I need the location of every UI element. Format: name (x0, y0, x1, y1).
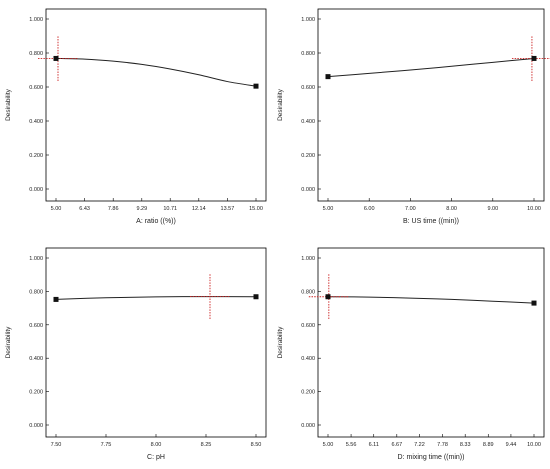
y-tick-label: 0.600 (301, 85, 315, 91)
x-tick-label: 6.00 (364, 206, 375, 212)
x-axis-title: C: pH (147, 454, 165, 461)
x-tick-label: 10.71 (163, 206, 177, 212)
endpoint-marker (53, 296, 59, 302)
x-tick-label: 12.14 (192, 206, 206, 212)
x-tick-label: 10.00 (527, 442, 541, 448)
y-tick-label: 0.600 (301, 323, 315, 329)
x-tick-label: 9.44 (506, 442, 517, 448)
x-tick-label: 7.86 (108, 206, 119, 212)
x-tick-label: 7.00 (405, 206, 416, 212)
x-tick-label: 7.78 (437, 442, 448, 448)
y-tick-label: 0.400 (29, 119, 43, 125)
x-tick-label: 6.43 (79, 206, 90, 212)
x-tick-label: 7.22 (414, 442, 425, 448)
x-axis-title: B: US time ((min)) (403, 218, 459, 225)
y-tick-label: 0.800 (29, 289, 43, 295)
panel-2: 0.000 0.200 0.400 0.600 0.800 1.000 5.00 6.00 7.… (277, 8, 550, 225)
y-axis-title: Desirability (5, 326, 12, 359)
y-tick-label: 1.000 (29, 256, 43, 262)
y-tick-label: 1.000 (301, 17, 315, 23)
x-tick-label: 6.67 (391, 442, 402, 448)
desirability-curve (55, 57, 257, 87)
plot-frame (45, 8, 267, 202)
y-axis-title: Desirability (277, 88, 284, 121)
x-tick-label: 9.29 (136, 206, 147, 212)
endpoint-marker (253, 83, 259, 89)
y-tick-label: 0.200 (29, 390, 43, 396)
x-tick-label: 7.50 (51, 442, 62, 448)
x-axis-title: A: ratio ((%)) (136, 218, 176, 225)
y-tick-label: 0.400 (301, 356, 315, 362)
panel-4: 0.000 0.200 0.400 0.600 0.800 1.000 5.00 5.56 6.… (277, 247, 545, 461)
y-tick-label: 0.000 (301, 187, 315, 193)
plot-frame (317, 247, 545, 438)
y-tick-label: 0.200 (29, 153, 43, 159)
y-axis-title: Desirability (5, 88, 12, 121)
x-tick-label: 9.00 (487, 206, 498, 212)
desirability-curve (55, 296, 257, 300)
y-tick-label: 0.000 (29, 187, 43, 193)
y-tick-label: 0.800 (29, 51, 43, 57)
plot-frame (317, 8, 545, 202)
endpoint-marker (253, 294, 259, 300)
y-tick-label: 0.400 (29, 356, 43, 362)
x-tick-label: 13.57 (221, 206, 235, 212)
x-tick-label: 8.00 (446, 206, 457, 212)
y-tick-label: 0.000 (301, 423, 315, 429)
y-tick-label: 0.800 (301, 51, 315, 57)
endpoint-marker (531, 55, 537, 61)
endpoint-marker (325, 74, 331, 80)
x-tick-label: 8.25 (201, 442, 212, 448)
panel-1: 0.000 0.200 0.400 0.600 0.800 1.000 5.00 6.43 7.… (5, 8, 267, 225)
y-tick-label: 0.800 (301, 289, 315, 295)
x-tick-label: 6.11 (369, 442, 379, 448)
x-tick-label: 8.89 (483, 442, 494, 448)
y-tick-label: 1.000 (29, 17, 43, 23)
x-tick-label: 8.00 (151, 442, 162, 448)
x-axis-title: D: mixing time ((min)) (398, 454, 465, 461)
x-tick-label: 8.50 (251, 442, 262, 448)
endpoint-marker (531, 300, 537, 306)
y-axis-title: Desirability (277, 326, 284, 359)
desirability-curve (327, 296, 535, 304)
y-tick-label: 0.200 (301, 153, 315, 159)
x-tick-label: 7.75 (101, 442, 112, 448)
endpoint-marker (53, 55, 59, 61)
x-tick-label: 5.56 (346, 442, 357, 448)
y-tick-label: 0.600 (29, 323, 43, 329)
plot-frame (45, 247, 267, 438)
y-tick-label: 0.200 (301, 390, 315, 396)
panel-3: 0.000 0.200 0.400 0.600 0.800 1.000 7.50 7.75 8.… (5, 247, 267, 461)
x-tick-label: 8.33 (460, 442, 471, 448)
x-tick-label: 15.00 (249, 206, 263, 212)
y-tick-label: 0.600 (29, 85, 43, 91)
x-tick-label: 5.00 (51, 206, 62, 212)
y-tick-label: 1.000 (301, 256, 315, 262)
y-tick-label: 0.400 (301, 119, 315, 125)
y-tick-label: 0.000 (29, 423, 43, 429)
endpoint-marker (325, 294, 331, 300)
x-tick-label: 5.00 (323, 442, 334, 448)
x-tick-label: 5.00 (323, 206, 334, 212)
desirability-curve (327, 57, 535, 78)
x-tick-label: 10.00 (527, 206, 541, 212)
